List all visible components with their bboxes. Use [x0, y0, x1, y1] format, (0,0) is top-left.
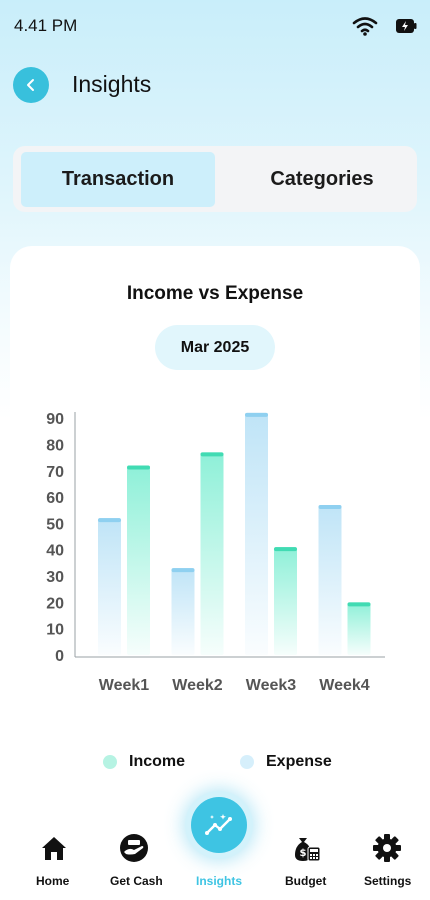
status-bar: 4.41 PM — [0, 0, 430, 50]
tab-label-get-cash: Get Cash — [110, 874, 163, 888]
y-tick-label: 0 — [55, 648, 64, 665]
tab-home[interactable]: Home — [20, 790, 88, 900]
tab-categories[interactable]: Categories — [270, 168, 374, 190]
tab-label-budget: Budget — [285, 874, 327, 888]
y-tick-label: 70 — [46, 464, 64, 481]
bar-cap-income-week4 — [347, 602, 371, 607]
tab-settings[interactable]: Settings — [355, 790, 419, 900]
cash-hand-icon — [120, 834, 148, 862]
bar-expense-week2 — [171, 568, 195, 655]
tab-label-settings: Settings — [364, 874, 412, 888]
month-selector[interactable]: Mar 2025 — [155, 325, 275, 370]
y-tick-label: 10 — [46, 622, 64, 639]
y-tick-label: 20 — [46, 595, 64, 612]
bar-cap-income-week3 — [274, 547, 297, 552]
svg-text:$: $ — [300, 848, 307, 859]
home-icon — [42, 837, 66, 860]
tab-get-cash[interactable]: Get Cash — [100, 790, 168, 900]
legend-item-income: Income — [103, 750, 185, 774]
bar-cap-income-week1 — [127, 465, 150, 470]
legend-label-income: Income — [129, 753, 186, 770]
bar-income-week2 — [200, 452, 224, 655]
bar-income-week3 — [274, 547, 297, 655]
bar-expense-week1 — [98, 518, 121, 655]
bar-cap-expense-week2 — [171, 568, 195, 573]
bar-cap-expense-week4 — [318, 505, 342, 509]
trend-chart-icon — [205, 814, 232, 835]
chart-title: Income vs Expense — [126, 283, 304, 304]
legend-dot-expense — [240, 755, 254, 769]
y-tick-label: 90 — [46, 411, 64, 428]
battery-charging-icon — [396, 19, 417, 33]
legend-dot-income — [103, 755, 117, 769]
tab-label-home: Home — [36, 874, 70, 888]
money-bag-calculator-icon: $ — [295, 838, 321, 862]
tab-transaction[interactable]: Transaction — [21, 152, 215, 207]
wifi-icon — [352, 17, 378, 36]
status-time: 4.41 PM — [14, 16, 78, 35]
page-title: Insights — [72, 71, 152, 97]
tab-label-insights: Insights — [196, 874, 243, 888]
y-tick-label: 50 — [46, 516, 64, 533]
legend-item-expense: Expense — [240, 750, 332, 774]
insights-fab-button[interactable] — [191, 797, 247, 853]
bar-expense-week3 — [245, 412, 268, 655]
y-tick-label: 40 — [46, 543, 64, 560]
y-tick-label: 80 — [46, 437, 64, 454]
bar-income-week1 — [127, 465, 150, 655]
bar-cap-expense-week3 — [245, 412, 268, 417]
bar-income-week4 — [347, 602, 371, 655]
chevron-left-icon — [27, 79, 34, 91]
y-tick-label: 60 — [46, 490, 64, 507]
bar-cap-income-week2 — [200, 452, 224, 457]
x-tick-label: Week2 — [172, 677, 223, 694]
legend-label-expense: Expense — [266, 753, 332, 770]
x-tick-label: Week1 — [99, 677, 150, 694]
income-expense-chart: 0 10 20 30 40 50 60 70 80 90 Week1 Week2 Week3 Week4 — [46, 411, 385, 694]
gear-icon — [373, 834, 401, 862]
bar-cap-expense-week1 — [98, 518, 121, 523]
tab-insights[interactable]: Insights — [185, 790, 255, 900]
x-tick-label: Week3 — [246, 677, 297, 694]
y-tick-label: 30 — [46, 569, 64, 586]
x-tick-label: Week4 — [319, 677, 370, 694]
bar-expense-week4 — [318, 505, 342, 655]
segmented-control: Transaction Categories — [13, 146, 417, 212]
bottom-tab-bar: Home Get Cash Insights $ Budget — [0, 790, 430, 900]
back-button[interactable] — [13, 67, 49, 103]
tab-budget[interactable]: $ Budget — [272, 790, 340, 900]
